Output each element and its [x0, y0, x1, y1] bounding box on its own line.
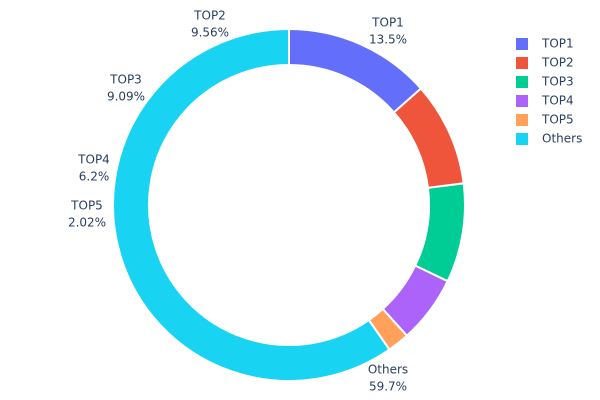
legend-swatch — [516, 76, 528, 88]
legend-label: TOP3 — [541, 75, 574, 89]
slice — [413, 182, 466, 283]
slice-label: TOP1 — [371, 16, 404, 30]
slice-value-label: 9.56% — [191, 26, 229, 40]
legend-label: TOP5 — [541, 113, 574, 127]
slice-label: TOP5 — [70, 199, 103, 213]
slice-label: TOP2 — [193, 9, 226, 23]
legend-swatch — [516, 57, 528, 69]
slice-value-label: 9.09% — [107, 90, 145, 104]
legend-label: TOP4 — [541, 94, 574, 108]
slice-value-label: 13.5% — [369, 33, 407, 47]
slice-value-label: 2.02% — [68, 216, 106, 230]
slice-value-label: 6.2% — [79, 170, 110, 184]
legend-label: Others — [542, 132, 582, 146]
legend-swatch — [516, 133, 528, 145]
legend-swatch — [516, 114, 528, 126]
slice — [392, 87, 465, 189]
slice — [112, 27, 391, 382]
legend-swatch — [516, 38, 528, 50]
legend-swatch — [516, 95, 528, 107]
slice-label: TOP3 — [109, 73, 142, 87]
slice-value-label: 59.7% — [369, 380, 407, 394]
slice-label: TOP4 — [77, 153, 110, 167]
legend-label: TOP2 — [541, 56, 574, 70]
slice-label: Others — [368, 363, 408, 377]
legend-label: TOP1 — [541, 37, 574, 51]
